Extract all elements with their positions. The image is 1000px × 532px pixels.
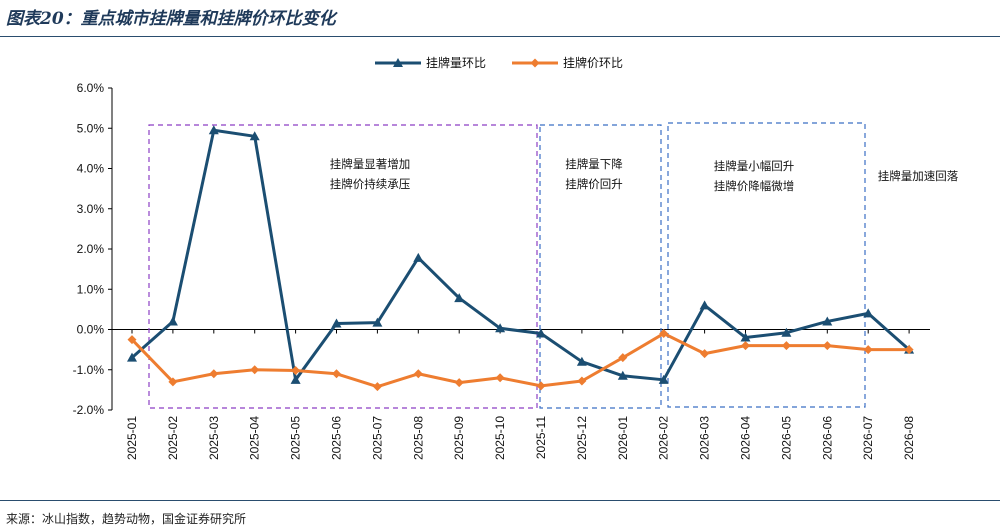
x-tick-label: 2025-02: [166, 416, 180, 460]
data-point-listing-price: [291, 366, 301, 376]
series-line-listing-price: [130, 332, 910, 389]
legend-label: 挂牌价环比: [563, 56, 623, 70]
data-point-listing-price: [618, 353, 628, 363]
data-point-listing-volume: [331, 318, 342, 328]
x-tick-label: 2026-07: [861, 416, 875, 460]
x-tick-label: 2025-06: [330, 416, 344, 460]
data-point-listing-price: [495, 373, 505, 383]
y-tick-label: 0.0%: [77, 323, 105, 337]
data-point-listing-price: [659, 329, 669, 339]
data-point-listing-price: [822, 341, 832, 351]
annotation-text: 挂牌量下降: [565, 157, 623, 171]
line-chart: 6.0% 5.0% 4.0% 3.0% 2.0% 1.0% 0.0% -1.0% -2.0% 20…: [73, 56, 959, 460]
data-point-listing-volume: [699, 300, 710, 310]
x-tick-label: 2025-05: [289, 416, 303, 460]
x-tick-label: 2026-04: [739, 416, 753, 460]
x-tick-label: 2026-02: [657, 416, 671, 460]
data-point-listing-price: [127, 335, 137, 345]
annotation-box: [667, 122, 866, 408]
x-tick-label: 2025-08: [411, 416, 425, 460]
data-point-listing-volume: [863, 308, 874, 318]
annotation-text: 挂牌价回升: [565, 177, 623, 191]
source-note: 来源：冰山指数，趋势动物，国金证券研究所: [6, 512, 247, 526]
annotation-text: 挂牌量显著增加: [330, 157, 411, 171]
data-point-listing-price: [863, 345, 873, 355]
data-point-listing-price: [250, 365, 260, 375]
annotation-text: 挂牌价降幅微增: [714, 179, 795, 193]
x-tick-label: 2026-08: [902, 416, 916, 460]
data-point-listing-volume: [167, 316, 178, 326]
y-tick-label: -2.0%: [73, 403, 105, 417]
data-point-listing-volume: [413, 252, 424, 262]
y-tick-label: 3.0%: [77, 202, 105, 216]
data-point-listing-volume: [536, 328, 546, 338]
x-tick-label: 2025-09: [452, 416, 466, 460]
x-tick-label: 2026-05: [779, 416, 793, 460]
x-tick-label: 2025-12: [575, 416, 589, 460]
data-point-listing-price: [741, 341, 750, 351]
footer-divider: [0, 500, 1000, 501]
annotation-text: 挂牌价持续承压: [330, 177, 411, 191]
series-line-listing-volume: [131, 128, 911, 382]
data-point-listing-price: [700, 349, 710, 359]
data-point-listing-volume: [740, 332, 751, 342]
data-point-listing-price: [904, 345, 914, 355]
x-tick-label: 2025-07: [370, 416, 384, 460]
data-point-listing-price: [372, 382, 382, 392]
data-point-listing-volume: [290, 374, 301, 384]
data-point-listing-price: [209, 369, 219, 379]
header-divider: [0, 36, 1000, 37]
data-point-listing-price: [454, 378, 464, 388]
data-point-listing-price: [577, 376, 587, 386]
x-tick-label: 2025-10: [493, 416, 507, 460]
x-tick-label: 2026-06: [820, 416, 834, 460]
annotation-box: [148, 124, 538, 409]
data-point-listing-price: [413, 369, 423, 379]
data-point-listing-volume: [127, 352, 137, 362]
x-tick-label: 2026-03: [698, 416, 712, 460]
data-point-listing-volume: [495, 323, 506, 333]
data-point-listing-volume: [781, 327, 792, 337]
x-tick-label: 2026-01: [616, 416, 630, 460]
x-tick-label: 2025-03: [207, 416, 221, 460]
data-point-listing-volume: [658, 374, 669, 384]
data-point-listing-volume: [822, 316, 833, 326]
y-tick-label: 4.0%: [77, 162, 105, 176]
data-point-listing-volume: [576, 356, 587, 366]
legend-marker-triangle: [393, 58, 403, 67]
data-point-listing-volume: [372, 317, 383, 327]
y-tick-label: 6.0%: [77, 81, 105, 95]
x-tick-label: 2025-04: [248, 416, 262, 460]
y-tick-label: -1.0%: [73, 363, 105, 377]
data-point-listing-volume: [454, 293, 465, 303]
legend-label: 挂牌量环比: [426, 56, 486, 70]
data-point-listing-volume: [249, 131, 260, 141]
y-tick-label: 1.0%: [77, 282, 105, 296]
annotation-box: [539, 124, 662, 409]
annotation-text: 挂牌量小幅回升: [714, 159, 795, 173]
x-tick-label: 2025-01: [125, 416, 139, 460]
y-tick-label: 2.0%: [77, 242, 105, 256]
data-point-listing-volume: [208, 125, 219, 135]
data-point-listing-volume: [617, 370, 628, 380]
chart-title: 图表20：重点城市挂牌量和挂牌价环比变化: [6, 9, 336, 29]
y-tick-label: 5.0%: [77, 121, 105, 135]
data-point-listing-price: [332, 369, 341, 379]
annotation-text: 挂牌量加速回落: [878, 169, 959, 183]
x-tick-label: 2025-11: [534, 416, 548, 459]
data-point-listing-price: [536, 381, 546, 391]
legend-marker-diamond: [530, 58, 540, 68]
data-point-listing-price: [168, 377, 178, 387]
data-point-listing-price: [781, 341, 791, 351]
